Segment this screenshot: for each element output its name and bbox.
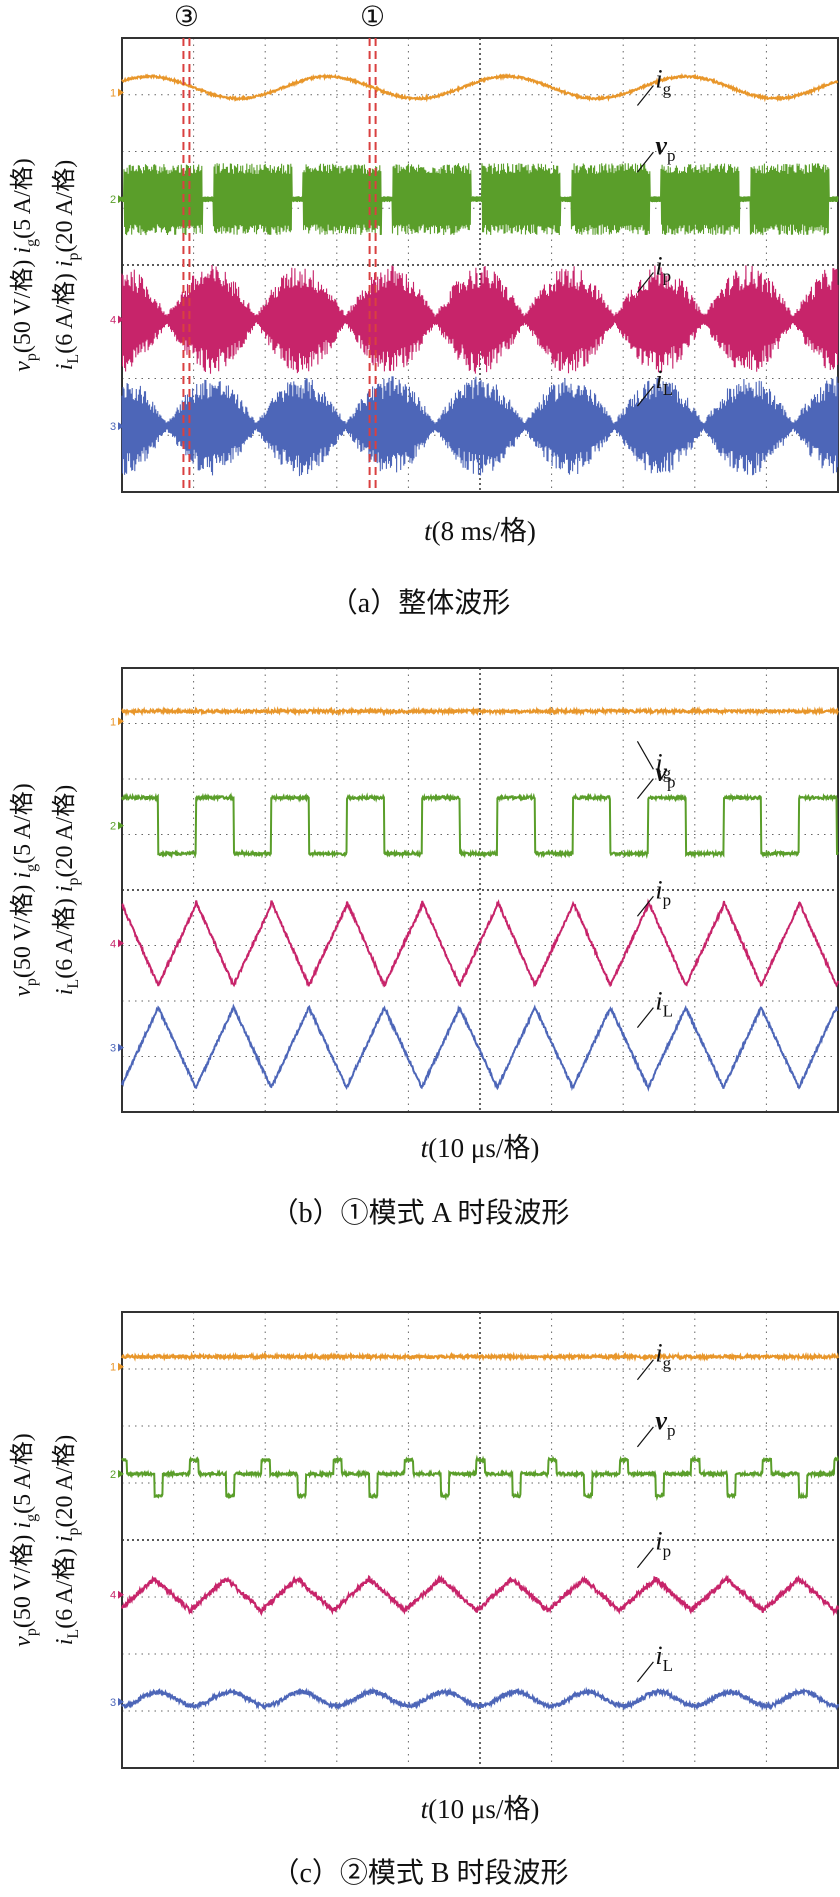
series-label-iL-b: iL [655, 987, 673, 1021]
trace-vp-c [121, 1454, 839, 1502]
channel-arrow-icon [118, 195, 124, 204]
leader-line [636, 778, 654, 799]
series-ip-a: 4 ip [110, 251, 839, 374]
series-vp-a: 2 vp [110, 131, 839, 236]
trace-iL-c [121, 1686, 839, 1712]
trace-ip-b [121, 898, 839, 988]
y-axis-label-outer-c: vp(50 V/格) ig(5 A/格) [9, 1433, 40, 1647]
channel-marker-ig-a: 1 [110, 87, 116, 99]
caption-a: （a）整体波形 [330, 587, 510, 619]
series-iL-c: 3 iL [110, 1641, 839, 1712]
y-axis-label-outer-a: vp(50 V/格) ig(5 A/格) [9, 158, 40, 372]
grid-c [122, 1312, 838, 1768]
marker-one: ① [360, 0, 385, 492]
y-axis-label-inner-c: iL(6 A/格) ip(20 A/格) [51, 1435, 82, 1645]
trace-ig-a [121, 72, 839, 103]
channel-marker-ip-c: 4 [110, 1590, 116, 1602]
leader-line [636, 740, 654, 770]
channel-arrow-icon [118, 717, 124, 726]
marker-three: ③ [174, 0, 199, 492]
channel-marker-vp-c: 2 [110, 1469, 116, 1481]
y-axis-label-inner-a: iL(6 A/格) ip(20 A/格) [51, 160, 82, 370]
trace-ig-c [121, 1351, 839, 1362]
leader-line [636, 85, 654, 106]
chart-panel-c: 1 ig 2 vp 4 ip 3 iL vp(50 V/格) ig(5 A/格) iL(6 A/格… [9, 1311, 839, 1889]
x-axis-label-b: t(10 μs/格) [421, 1133, 540, 1163]
trace-iL-a [121, 376, 839, 477]
chart-panel-b: 1 ig 2 vp 4 ip 3 iL vp(50 V/格) ig(5 A/格) iL(6 A/格… [9, 667, 839, 1229]
trace-iL-b [121, 1003, 839, 1092]
leader-line [636, 895, 654, 917]
marker-symbol: ③ [174, 0, 199, 33]
trace-ip-a [121, 264, 839, 374]
channel-arrow-icon [118, 1590, 124, 1599]
channel-marker-iL-a: 3 [110, 421, 116, 433]
series-label-vp-a: vp [655, 131, 675, 165]
channel-arrow-icon [118, 939, 124, 948]
channel-arrow-icon [118, 1362, 124, 1371]
channel-arrow-icon [118, 1697, 124, 1706]
series-label-vp-c: vp [655, 1406, 675, 1440]
trace-vp-b [121, 792, 839, 860]
series-ig-a: 1 ig [110, 64, 839, 106]
series-ip-b: 4 ip [110, 875, 839, 988]
series-label-iL-c: iL [655, 1641, 673, 1675]
channel-marker-ip-a: 4 [110, 314, 116, 326]
series-label-ig-c: ig [655, 1339, 671, 1373]
channel-marker-ip-b: 4 [110, 938, 116, 950]
x-axis-label-c: t(10 μs/格) [421, 1794, 540, 1824]
series-iL-b: 3 iL [110, 987, 839, 1092]
y-axis-label-outer-b: vp(50 V/格) ig(5 A/格) [9, 783, 40, 997]
caption-c: （c）②模式 B 时段波形 [271, 1857, 568, 1889]
channel-arrow-icon [118, 1043, 124, 1052]
channel-arrow-icon [118, 422, 124, 431]
channel-arrow-icon [118, 315, 124, 324]
series-label-ig-a: ig [655, 64, 671, 98]
channel-marker-iL-c: 3 [110, 1697, 116, 1709]
channel-arrow-icon [118, 821, 124, 830]
leader-line [636, 151, 654, 173]
trace-ip-c [121, 1574, 839, 1617]
series-ig-b: 1 ig [110, 705, 839, 782]
series-ip-c: 4 ip [110, 1527, 839, 1617]
leader-line [636, 1547, 654, 1569]
plot-frame-b [121, 667, 839, 1113]
channel-arrow-icon [118, 1469, 124, 1478]
series-vp-b: 2 vp [110, 758, 839, 860]
series-label-ig-b: ig [655, 748, 671, 782]
series-label-ip-a: ip [655, 251, 671, 285]
caption-b: （b）①模式 A 时段波形 [271, 1197, 570, 1229]
channel-marker-vp-b: 2 [110, 821, 116, 833]
series-label-ip-c: ip [655, 1527, 671, 1561]
trace-ig-b [121, 705, 839, 717]
grid-b [122, 668, 838, 1112]
series-label-ip-b: ip [655, 875, 671, 909]
channel-marker-iL-b: 3 [110, 1043, 116, 1055]
leader-line [636, 1661, 654, 1683]
series-ig-c: 1 ig [110, 1339, 839, 1381]
series-label-vp-b: vp [655, 758, 675, 792]
channel-marker-vp-a: 2 [110, 194, 116, 206]
plot-frame-a [121, 37, 839, 493]
channel-marker-ig-c: 1 [110, 1362, 116, 1374]
trace-vp-a [121, 163, 839, 236]
leader-line [636, 1359, 654, 1381]
plot-frame-c [121, 1311, 839, 1769]
marker-symbol: ① [360, 0, 385, 33]
chart-panel-a: 1 ig 2 vp 4 ip 3 iL ③ ① vp(50 V/格) ig(5 A/格) iL(6 A… [9, 0, 839, 619]
series-label-iL-a: iL [655, 365, 673, 399]
leader-line [636, 1426, 654, 1448]
x-axis-label-a: t(8 ms/格) [424, 516, 536, 546]
leader-line [636, 385, 654, 407]
leader-line [636, 1007, 654, 1028]
series-vp-c: 2 vp [110, 1406, 839, 1502]
channel-marker-ig-b: 1 [110, 716, 116, 728]
leader-line [636, 272, 654, 293]
channel-arrow-icon [118, 88, 124, 97]
series-iL-a: 3 iL [110, 365, 839, 477]
y-axis-label-inner-b: iL(6 A/格) ip(20 A/格) [51, 785, 82, 995]
